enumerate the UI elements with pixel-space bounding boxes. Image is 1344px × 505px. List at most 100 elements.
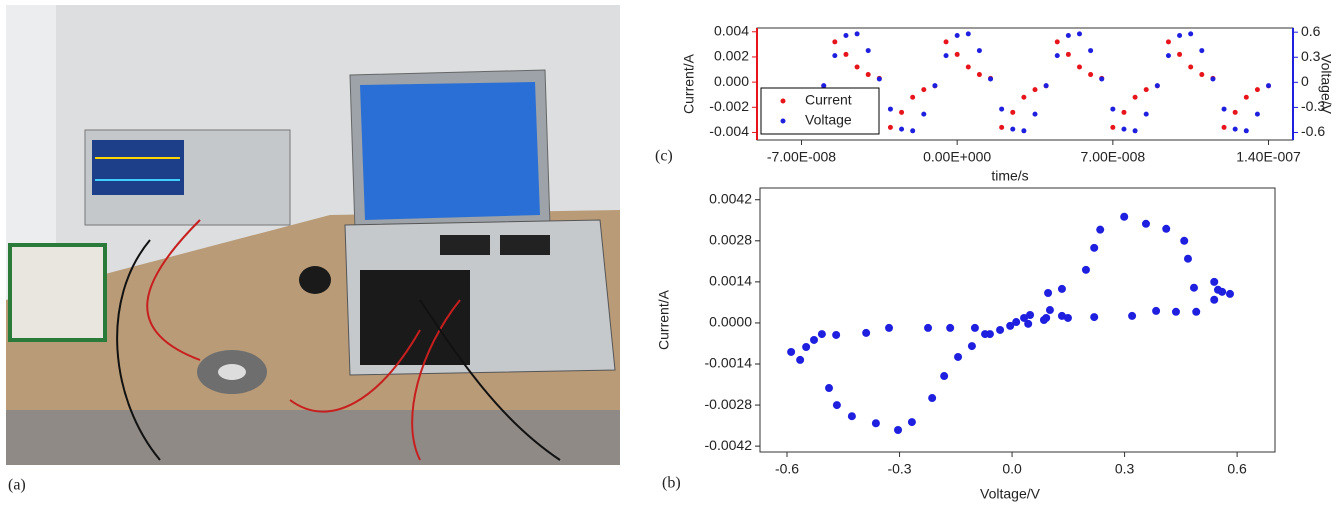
photo	[6, 5, 620, 465]
y-axis-label: Current/A	[656, 289, 672, 350]
data-point	[832, 53, 838, 59]
data-point	[1221, 106, 1227, 112]
data-point	[1120, 212, 1129, 221]
data-point	[910, 94, 916, 100]
data-point	[970, 323, 979, 332]
y2-tick-label: 0	[1301, 73, 1309, 89]
photo-wires	[116, 239, 561, 461]
data-point	[1218, 287, 1227, 296]
legend-marker	[780, 118, 786, 124]
data-point	[1243, 128, 1249, 134]
data-point	[865, 72, 871, 78]
data-point	[967, 342, 976, 351]
data-point	[865, 48, 871, 54]
y-tick-label: 0.0000	[709, 314, 752, 330]
data-point	[940, 372, 949, 381]
panel-label: (c)	[655, 148, 673, 165]
data-point	[894, 426, 903, 434]
data-point	[1232, 126, 1238, 132]
data-point	[943, 53, 949, 59]
data-point	[1042, 313, 1051, 322]
data-point	[1044, 289, 1053, 298]
data-point	[999, 124, 1005, 130]
data-point	[1024, 319, 1033, 328]
data-point	[954, 352, 963, 361]
data-point	[1243, 94, 1249, 100]
data-point	[1057, 311, 1066, 320]
data-point	[924, 323, 933, 332]
data-point	[1143, 111, 1149, 117]
data-point	[1090, 313, 1099, 322]
data-point	[1210, 295, 1219, 304]
data-point	[1010, 109, 1016, 115]
data-point	[988, 76, 994, 82]
data-point	[1081, 265, 1090, 274]
data-point	[976, 72, 982, 78]
data-point	[1054, 39, 1060, 45]
y2-tick-label: -0.6	[1301, 123, 1325, 139]
data-point	[1128, 311, 1137, 320]
data-point	[832, 330, 841, 339]
data-point	[1021, 128, 1027, 134]
data-point	[887, 106, 893, 112]
x-axis-label: time/s	[991, 168, 1028, 184]
photo-scope-screen	[92, 140, 184, 195]
data-point	[787, 347, 796, 356]
data-point	[1057, 284, 1066, 293]
x-tick-label: 0.00E+000	[923, 149, 991, 165]
data-point	[843, 33, 849, 39]
data-point	[1165, 53, 1171, 59]
data-point	[1121, 109, 1127, 115]
data-point	[832, 39, 838, 45]
photo-display	[440, 235, 490, 255]
data-point	[1183, 254, 1192, 263]
data-point	[1210, 76, 1216, 82]
photo-breadboard	[8, 243, 107, 342]
data-point	[1266, 83, 1272, 89]
data-point	[1043, 83, 1049, 89]
data-point	[1143, 87, 1149, 93]
data-point	[1221, 124, 1227, 130]
y-tick-label: -0.0014	[705, 355, 753, 371]
data-point	[1189, 283, 1198, 292]
data-point	[1110, 124, 1116, 130]
y2-axis-label: Voltage/V	[1318, 54, 1334, 115]
data-point	[976, 48, 982, 54]
data-point	[1090, 243, 1099, 252]
x-tick-label: -7.00E-008	[767, 149, 836, 165]
photo-panel	[360, 270, 470, 365]
y-tick-label: 0.004	[714, 22, 749, 38]
data-point	[871, 419, 880, 428]
data-point	[1045, 306, 1054, 315]
data-point	[899, 109, 905, 115]
legend-label: Voltage	[805, 112, 852, 128]
panel-label: (a)	[8, 477, 26, 494]
data-point	[1152, 306, 1161, 315]
data-point	[1012, 318, 1021, 327]
data-point	[862, 328, 871, 337]
data-point	[854, 64, 860, 70]
y-tick-label: 0.0042	[709, 190, 752, 206]
data-point	[1032, 111, 1038, 117]
data-point	[954, 51, 960, 57]
data-point	[1026, 311, 1035, 320]
data-point	[1088, 72, 1094, 78]
y2-tick-label: 0.3	[1301, 48, 1321, 64]
data-point	[1032, 87, 1038, 93]
data-point	[1225, 289, 1234, 298]
data-point	[1177, 33, 1183, 39]
data-point	[1065, 33, 1071, 39]
data-point	[921, 87, 927, 93]
data-point	[965, 31, 971, 37]
photo-toroid-hole	[218, 364, 246, 380]
data-point	[932, 83, 938, 89]
x-tick-label: 7.00E-008	[1081, 149, 1146, 165]
data-point	[810, 335, 819, 344]
data-point	[1006, 321, 1015, 330]
data-point	[981, 330, 990, 339]
data-point	[843, 51, 849, 57]
data-point	[817, 330, 826, 339]
data-point	[1154, 83, 1160, 89]
plot-frame	[759, 187, 1276, 453]
